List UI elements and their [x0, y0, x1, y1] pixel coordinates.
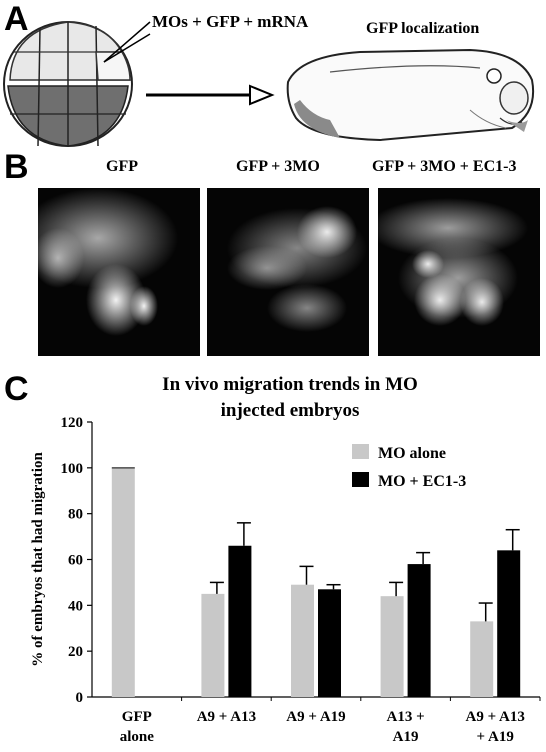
- legend-label: MO alone: [378, 445, 446, 462]
- legend-swatch: [352, 472, 369, 487]
- x-tick-label: A9 + A13: [466, 709, 525, 725]
- y-tick-label: 0: [76, 690, 84, 706]
- injection-needle-icon: [103, 21, 151, 63]
- bar: [470, 621, 494, 697]
- migration-bar-chart: In vivo migration trends in MO injected e…: [30, 374, 541, 745]
- injection-label: MOs + GFP + mRNA: [152, 12, 309, 31]
- panel-c-letter: C: [4, 370, 29, 408]
- bar: [291, 584, 314, 697]
- legend-label: MO + EC1-3: [378, 473, 466, 490]
- y-tick-label: 40: [68, 598, 83, 614]
- x-tick-label: GFP: [122, 709, 152, 725]
- x-tick-label: A9 + A13: [197, 709, 256, 725]
- bar: [407, 564, 431, 697]
- micrograph-gfp-3mo-ec: [378, 188, 540, 356]
- bar: [380, 596, 404, 697]
- chart-title-line: injected embryos: [221, 400, 360, 421]
- x-tick-label: A19: [393, 729, 419, 745]
- y-tick-label: 100: [61, 461, 84, 477]
- legend-swatch: [352, 444, 369, 459]
- chart-title-line: In vivo migration trends in MO: [162, 374, 418, 395]
- bar: [497, 550, 521, 697]
- x-tick-label: + A19: [477, 729, 514, 745]
- embryo-sphere-icon: [3, 21, 133, 147]
- arrow-right-icon: [146, 84, 275, 106]
- y-tick-label: 80: [68, 507, 83, 523]
- y-tick-label: 120: [61, 415, 84, 431]
- bar: [111, 467, 135, 697]
- x-tick-label: A9 + A19: [286, 709, 345, 725]
- micrograph-gfp-3mo: [207, 188, 369, 356]
- bar: [201, 593, 225, 697]
- y-tick-label: 20: [68, 644, 83, 660]
- bar: [318, 589, 341, 697]
- embryo-cleavage-diagram: [3, 21, 534, 147]
- panel-b-letter: B: [4, 148, 29, 186]
- x-tick-label: alone: [120, 729, 155, 745]
- gfp-localization-label: GFP localization: [366, 20, 480, 37]
- bar: [228, 545, 252, 697]
- image-label-gfp-3mo: GFP + 3MO: [236, 158, 320, 175]
- image-label-gfp-3mo-ec: GFP + 3MO + EC1-3: [372, 158, 517, 175]
- x-tick-label: A13 +: [387, 709, 425, 725]
- micrograph-gfp: [38, 188, 200, 356]
- y-axis-label: % of embryos that had migration: [30, 452, 46, 667]
- image-label-gfp: GFP: [106, 158, 138, 175]
- tailbud-embryo-icon: [286, 48, 534, 142]
- y-tick-label: 60: [68, 553, 83, 569]
- panel-a-letter: A: [4, 0, 29, 38]
